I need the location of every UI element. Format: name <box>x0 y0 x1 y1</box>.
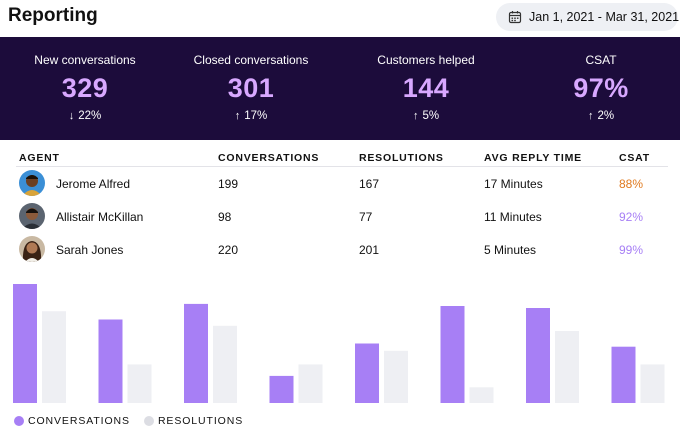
table-row[interactable]: Sarah Jones 220 201 5 Minutes 99% <box>16 233 668 266</box>
kpi-change: ↓ 22% <box>0 110 170 122</box>
column-header-conversations[interactable]: CONVERSATIONS <box>218 152 320 164</box>
conversations-bar[interactable] <box>13 284 37 403</box>
header: Reporting Jan 1, 2021 - Mar 31, 2021 <box>0 0 680 36</box>
resolutions-cell: 167 <box>359 177 380 191</box>
conversations-bar[interactable] <box>440 306 465 403</box>
kpi-label: Closed conversations <box>193 53 309 67</box>
date-range-picker[interactable]: Jan 1, 2021 - Mar 31, 2021 <box>496 3 680 31</box>
column-header-agent[interactable]: AGENT <box>19 152 60 164</box>
agent-table: AGENT CONVERSATIONS RESOLUTIONS AVG REPL… <box>16 150 668 266</box>
resolutions-bar[interactable] <box>127 364 152 403</box>
resolutions-bar[interactable] <box>42 311 66 403</box>
resolutions-bar[interactable] <box>213 325 237 403</box>
legend-swatch <box>14 416 24 426</box>
kpi-label: CSAT <box>585 53 617 67</box>
agent-name: Sarah Jones <box>56 243 124 257</box>
kpi-label: Customers helped <box>377 53 475 67</box>
legend-item-resolutions[interactable]: RESOLUTIONS <box>143 415 244 427</box>
avatar <box>19 170 45 196</box>
arrow-up-icon: ↑ <box>412 110 419 122</box>
conversations-bar[interactable] <box>269 375 294 403</box>
table-header: AGENT CONVERSATIONS RESOLUTIONS AVG REPL… <box>16 150 668 167</box>
kpi-change: ↑ 17% <box>166 110 336 122</box>
reply-time-cell: 11 Minutes <box>484 210 542 224</box>
agent-name: Jerome Alfred <box>56 177 131 191</box>
arrow-down-icon: ↓ <box>68 110 75 122</box>
kpi-label: New conversations <box>34 53 136 67</box>
conversations-bar[interactable] <box>184 303 208 403</box>
legend-item-conversations[interactable]: CONVERSATIONS <box>14 415 130 427</box>
csat-cell: 88% <box>619 177 644 191</box>
page-title: Reporting <box>8 5 98 26</box>
chart-legend: CONVERSATIONS RESOLUTIONS <box>14 415 257 427</box>
arrow-up-icon: ↑ <box>587 110 594 122</box>
kpi-change-value: 2% <box>597 110 615 122</box>
kpi-new-conversations: New conversations 329 ↓ 22% <box>0 37 170 140</box>
conversations-bar[interactable] <box>611 346 636 403</box>
resolutions-bar[interactable] <box>298 364 323 403</box>
kpi-customers-helped: Customers helped 144 ↑ 5% <box>341 37 511 140</box>
kpi-value: 301 <box>227 73 275 103</box>
column-header-csat[interactable]: CSAT <box>619 152 651 164</box>
kpi-value: 97% <box>573 73 629 103</box>
agent-name: Allistair McKillan <box>56 210 144 224</box>
kpi-change: ↑ 5% <box>341 110 511 122</box>
kpi-change: ↑ 2% <box>516 110 680 122</box>
calendar-icon <box>508 10 522 24</box>
kpi-value: 329 <box>61 73 109 103</box>
kpi-csat: CSAT 97% ↑ 2% <box>516 37 680 140</box>
date-range-label: Jan 1, 2021 - Mar 31, 2021 <box>529 10 680 24</box>
resolutions-cell: 77 <box>359 210 373 224</box>
column-header-resolutions[interactable]: RESOLUTIONS <box>359 152 444 164</box>
table-row[interactable]: Jerome Alfred 199 167 17 Minutes 88% <box>16 167 668 200</box>
conversations-cell: 199 <box>218 177 239 191</box>
kpi-closed-conversations: Closed conversations 301 ↑ 17% <box>166 37 336 140</box>
conversations-bar[interactable] <box>526 308 550 403</box>
table-row[interactable]: Allistair McKillan 98 77 11 Minutes 92% <box>16 200 668 233</box>
legend-swatch <box>143 416 154 426</box>
kpi-change-value: 5% <box>422 110 440 122</box>
conversations-bar[interactable] <box>355 343 379 404</box>
resolutions-bar[interactable] <box>555 331 579 403</box>
resolutions-bar[interactable] <box>469 387 494 403</box>
conversations-cell: 220 <box>218 243 239 257</box>
conversations-cell: 98 <box>218 210 232 224</box>
kpi-change-value: 17% <box>244 110 268 122</box>
csat-cell: 99% <box>619 243 644 257</box>
arrow-up-icon: ↑ <box>234 110 241 122</box>
legend-label: RESOLUTIONS <box>157 415 244 427</box>
kpi-banner: New conversations 329 ↓ 22% Closed conver… <box>0 37 680 140</box>
resolutions-cell: 201 <box>359 243 380 257</box>
kpi-change-value: 22% <box>78 110 102 122</box>
avatar <box>19 203 45 229</box>
reply-time-cell: 17 Minutes <box>484 177 543 191</box>
resolutions-bar[interactable] <box>384 350 408 403</box>
csat-cell: 92% <box>619 210 644 224</box>
kpi-value: 144 <box>402 73 450 103</box>
avatar <box>19 236 45 262</box>
column-header-reply-time[interactable]: AVG REPLY TIME <box>484 152 582 164</box>
bar-chart <box>13 284 665 404</box>
resolutions-bar[interactable] <box>640 364 665 403</box>
conversations-bar[interactable] <box>98 319 123 404</box>
reply-time-cell: 5 Minutes <box>484 243 537 257</box>
legend-label: CONVERSATIONS <box>28 415 130 427</box>
